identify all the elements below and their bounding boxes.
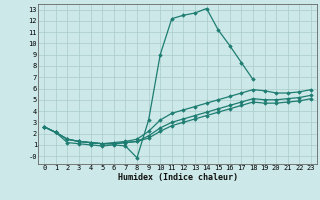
X-axis label: Humidex (Indice chaleur): Humidex (Indice chaleur) [118, 173, 238, 182]
